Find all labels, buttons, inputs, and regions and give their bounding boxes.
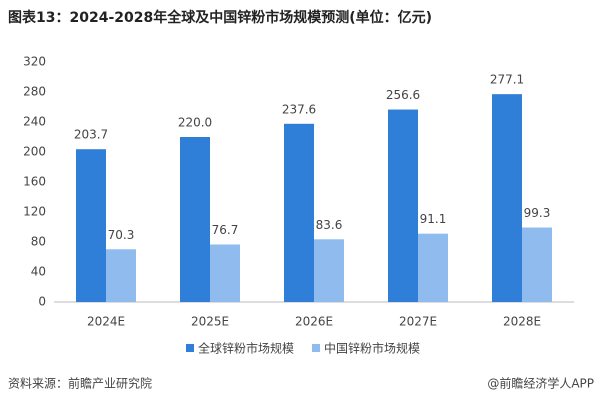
value-label: 256.6: [386, 88, 420, 102]
x-tick-label: 2025E: [191, 315, 229, 329]
value-label: 277.1: [490, 73, 524, 87]
bar: [180, 137, 210, 302]
bar: [76, 149, 106, 302]
bar: [106, 249, 136, 302]
bar: [284, 123, 314, 302]
value-label: 99.3: [524, 206, 551, 220]
bar: [418, 233, 448, 302]
y-tick-label: 80: [31, 235, 46, 249]
value-label: 83.6: [316, 218, 343, 232]
value-label: 203.7: [74, 128, 108, 142]
legend-label: 全球锌粉市场规模: [198, 341, 294, 356]
y-tick-label: 0: [38, 295, 46, 309]
y-tick-label: 160: [23, 175, 46, 189]
x-tick-label: 2024E: [87, 315, 125, 329]
y-tick-label: 320: [23, 55, 46, 69]
legend-swatch: [186, 344, 194, 352]
bar: [522, 227, 552, 302]
x-tick-label: 2028E: [503, 315, 541, 329]
bar: [314, 239, 344, 302]
x-tick-label: 2026E: [295, 315, 333, 329]
value-label: 237.6: [282, 102, 316, 116]
x-tick-label: 2027E: [399, 315, 437, 329]
credit: @前瞻经济学人APP: [487, 376, 594, 391]
y-tick-label: 40: [31, 265, 46, 279]
legend-label: 中国锌粉市场规模: [324, 341, 420, 356]
bar: [492, 94, 522, 302]
source: 资料来源：前瞻产业研究院: [8, 376, 152, 391]
value-label: 220.0: [178, 116, 212, 130]
value-label: 70.3: [108, 228, 135, 242]
bar: [388, 109, 418, 302]
y-tick-label: 120: [23, 205, 46, 219]
value-label: 76.7: [212, 223, 239, 237]
y-tick-label: 200: [23, 145, 46, 159]
legend-swatch: [312, 344, 321, 352]
value-label: 91.1: [420, 212, 447, 226]
y-tick-label: 280: [23, 85, 46, 99]
bar: [210, 244, 240, 302]
chart-title: 图表13：2024-2028年全球及中国锌粉市场规模预测(单位：亿元): [8, 9, 432, 26]
y-tick-label: 240: [23, 115, 46, 129]
